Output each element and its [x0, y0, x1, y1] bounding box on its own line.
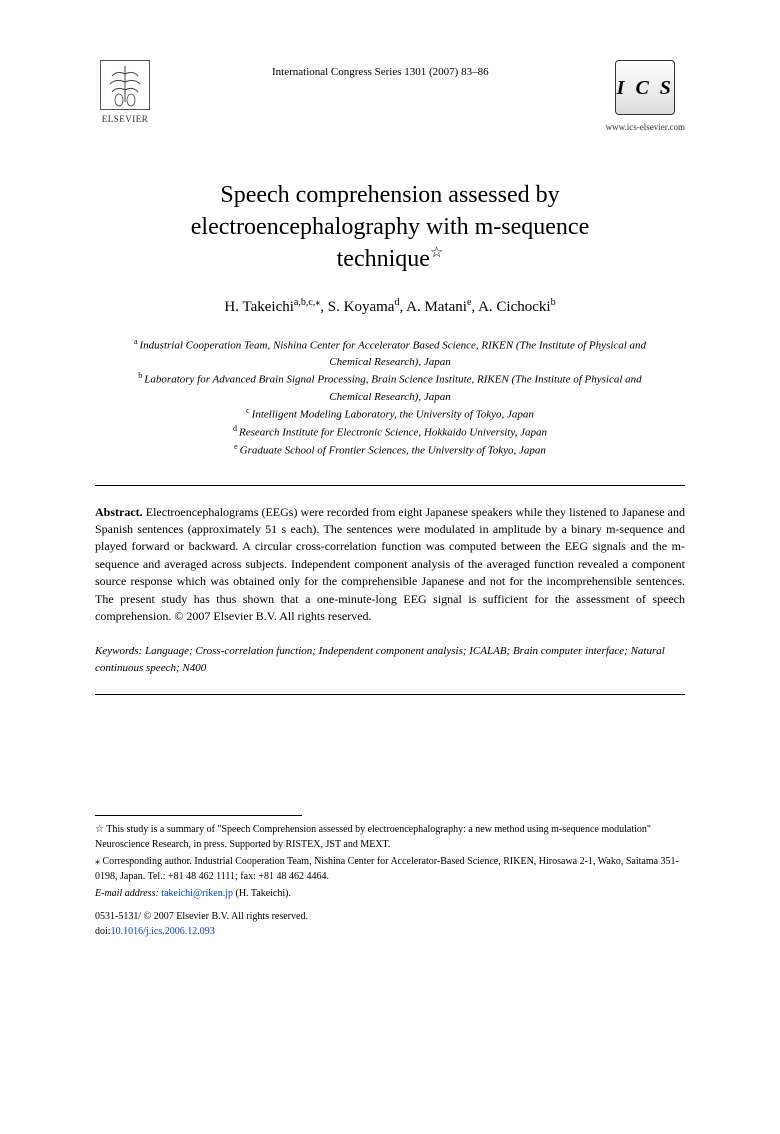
footnotes-block: ☆ This study is a summary of "Speech Com… [95, 822, 685, 901]
affiliation-c: cIntelligent Modeling Laboratory, the Un… [125, 405, 655, 423]
email-link[interactable]: takeichi@riken.jp [161, 888, 233, 899]
author-4-affil: b [551, 297, 556, 308]
title-footnote-marker: ☆ [430, 245, 443, 261]
author-3: , A. Matani [399, 299, 467, 315]
page-header: ELSEVIER International Congress Series 1… [95, 60, 685, 134]
footnote-email: E-mail address: takeichi@riken.jp (H. Ta… [95, 886, 685, 901]
affiliation-a-text: Industrial Cooperation Team, Nishina Cen… [140, 339, 647, 368]
affiliations: aIndustrial Cooperation Team, Nishina Ce… [125, 336, 655, 460]
ics-url: www.ics-elsevier.com [606, 121, 685, 134]
doi-link[interactable]: 10.1016/j.ics.2006.12.093 [111, 926, 215, 937]
footnote-rule [95, 815, 302, 822]
keywords-block: Keywords: Language; Cross-correlation fu… [95, 643, 685, 676]
elsevier-label: ELSEVIER [102, 113, 149, 126]
title-text: Speech comprehension assessed by electro… [191, 182, 589, 273]
journal-reference: International Congress Series 1301 (2007… [155, 60, 606, 80]
issn-copyright-block: 0531-5131/ © 2007 Elsevier B.V. All righ… [95, 909, 685, 939]
affiliation-d-text: Research Institute for Electronic Scienc… [239, 427, 547, 439]
affiliation-e: eGraduate School of Frontier Sciences, t… [125, 441, 655, 459]
doi-line: doi:10.1016/j.ics.2006.12.093 [95, 924, 685, 939]
elsevier-logo: ELSEVIER [95, 60, 155, 130]
author-1: H. Takeichi [224, 299, 294, 315]
elsevier-tree-icon [100, 60, 150, 110]
author-1-affil: a,b,c, [294, 297, 315, 308]
affiliation-c-text: Intelligent Modeling Laboratory, the Uni… [252, 409, 534, 421]
keywords-label: Keywords: [95, 645, 142, 657]
affiliation-b: bLaboratory for Advanced Brain Signal Pr… [125, 370, 655, 405]
affiliation-d: dResearch Institute for Electronic Scien… [125, 423, 655, 441]
asterisk-icon: ⁎ [95, 856, 100, 867]
email-label: E-mail address: [95, 888, 159, 899]
footnote-study: ☆ This study is a summary of "Speech Com… [95, 822, 685, 852]
keywords-text: Language; Cross-correlation function; In… [95, 645, 665, 674]
affiliation-a: aIndustrial Cooperation Team, Nishina Ce… [125, 336, 655, 371]
abstract-label: Abstract. [95, 505, 143, 519]
authors-line: H. Takeichia,b,c,⁎, S. Koyamad, A. Matan… [95, 296, 685, 318]
divider-top [95, 485, 685, 486]
issn-copyright: 0531-5131/ © 2007 Elsevier B.V. All righ… [95, 909, 685, 924]
author-4: , A. Cichocki [471, 299, 550, 315]
abstract-block: Abstract. Electroencephalograms (EEGs) w… [95, 504, 685, 626]
affiliation-e-text: Graduate School of Frontier Sciences, th… [240, 445, 546, 457]
ics-logo-block: I C S www.ics-elsevier.com [606, 60, 685, 134]
author-2: , S. Koyama [320, 299, 394, 315]
star-icon: ☆ [95, 824, 104, 835]
footnote-corresponding: ⁎ Corresponding author. Industrial Coope… [95, 854, 685, 884]
footnote-corresponding-text: Corresponding author. Industrial Coopera… [95, 856, 679, 882]
email-person: (H. Takeichi). [235, 888, 290, 899]
divider-bottom [95, 694, 685, 695]
ics-logo-icon: I C S [615, 60, 675, 115]
footnote-study-text: This study is a summary of "Speech Compr… [95, 824, 651, 850]
affiliation-b-text: Laboratory for Advanced Brain Signal Pro… [144, 374, 641, 403]
doi-label: doi: [95, 926, 111, 937]
abstract-text: Electroencephalograms (EEGs) were record… [95, 505, 685, 623]
article-title: Speech comprehension assessed by electro… [135, 179, 645, 276]
